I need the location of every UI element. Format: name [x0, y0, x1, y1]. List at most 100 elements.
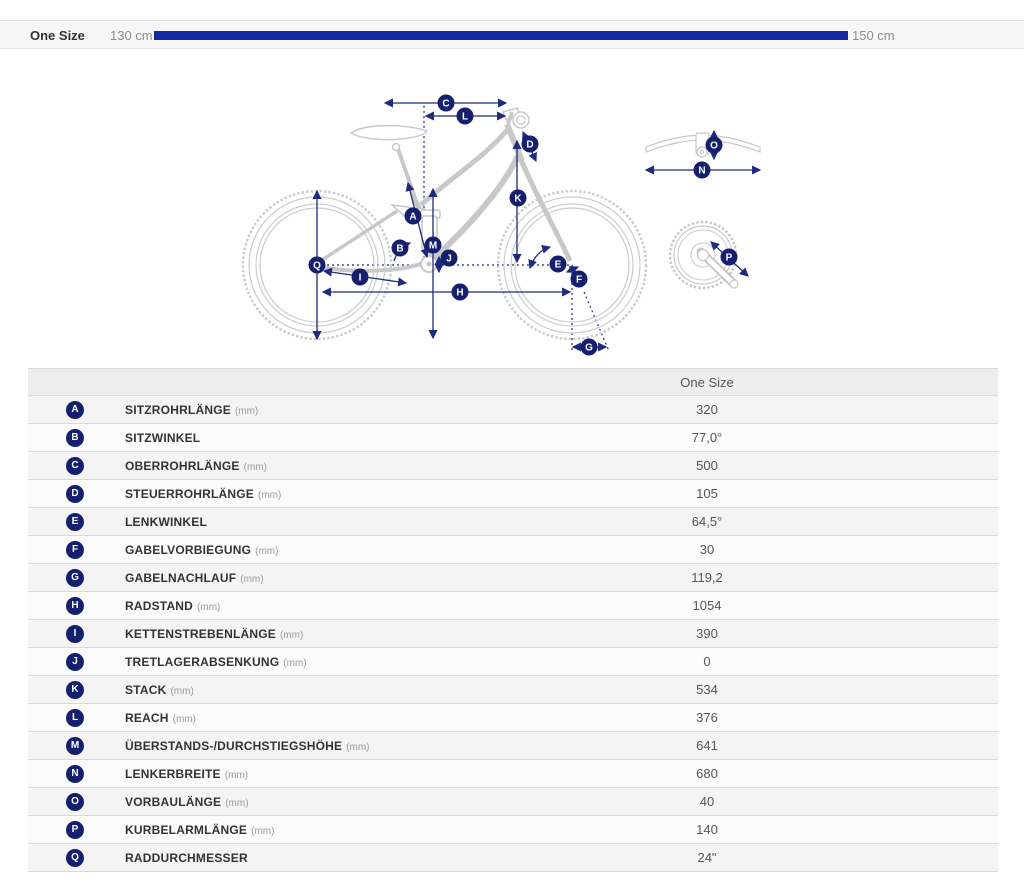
row-value: 140 [696, 822, 718, 837]
table-row: I KETTENSTREBENLÄNGE (mm) 390 [28, 620, 998, 648]
row-letter-badge: Q [66, 849, 84, 867]
marker-K-letter: K [514, 194, 522, 205]
table-row: L REACH (mm) 376 [28, 704, 998, 732]
table-row: C OBERROHRLÄNGE (mm) 500 [28, 452, 998, 480]
row-value: 641 [696, 738, 718, 753]
marker-L: L [456, 107, 474, 125]
marker-I: I [351, 268, 369, 286]
seat-stay [318, 209, 398, 264]
row-label-text: LENKERBREITE [125, 767, 221, 781]
row-label: STACK (mm) [125, 676, 194, 706]
row-letter-badge: A [66, 401, 84, 419]
row-label: VORBAULÄNGE (mm) [125, 788, 249, 818]
marker-J-letter: J [446, 254, 452, 265]
saddle [349, 124, 429, 141]
marker-A: A [404, 207, 422, 225]
row-label-text: OBERROHRLÄNGE [125, 459, 240, 473]
row-label: OBERROHRLÄNGE (mm) [125, 452, 267, 482]
marker-O-letter: O [710, 141, 718, 152]
size-option-label[interactable]: One Size [30, 28, 85, 43]
table-header-row: One Size [28, 369, 998, 396]
row-letter-badge: G [66, 569, 84, 587]
table-row: D STEUERROHRLÄNGE (mm) 105 [28, 480, 998, 508]
marker-D: D [521, 135, 539, 153]
row-value: 105 [696, 486, 718, 501]
table-row: B SITZWINKEL 77,0° [28, 424, 998, 452]
marker-E-letter: E [555, 260, 562, 271]
row-letter-badge: M [66, 737, 84, 755]
row-letter-badge: O [66, 793, 84, 811]
row-letter-badge: J [66, 653, 84, 671]
marker-G-letter: G [585, 343, 593, 354]
row-value: 390 [696, 626, 718, 641]
row-value: 24" [697, 850, 717, 865]
front-wheel [496, 189, 648, 341]
row-letter-badge: E [66, 513, 84, 531]
row-label-text: LENKWINKEL [125, 515, 207, 529]
marker-I-letter: I [359, 273, 362, 284]
row-label-text: REACH [125, 711, 169, 725]
marker-C: C [437, 94, 455, 112]
bike-frame [318, 107, 573, 273]
row-unit: (mm) [255, 546, 279, 557]
crank-spindle [696, 248, 710, 262]
marker-J: J [440, 249, 458, 267]
row-letter-badge: H [66, 597, 84, 615]
marker-P: P [720, 248, 738, 266]
rider-height-range-bar [154, 31, 848, 40]
row-value: 680 [696, 766, 718, 781]
dim-head-angle-E [528, 244, 552, 270]
row-label-text: ÜBERSTANDS-/DURCHSTIEGSHÖHE [125, 739, 343, 753]
row-unit: (mm) [172, 714, 196, 725]
row-unit: (mm) [197, 602, 221, 613]
row-value: 64,5° [691, 514, 723, 529]
table-row: M ÜBERSTANDS-/DURCHSTIEGSHÖHE (mm) 641 [28, 732, 998, 760]
row-unit: (mm) [258, 490, 282, 501]
row-value: 1054 [692, 598, 722, 613]
table-row: G GABELNACHLAUF (mm) 119,2 [28, 564, 998, 592]
row-letter-badge: D [66, 485, 84, 503]
table-row: A SITZROHRLÄNGE (mm) 320 [28, 396, 998, 424]
row-letter-badge: N [66, 765, 84, 783]
steerer-spacers [506, 111, 514, 125]
row-unit: (mm) [251, 826, 275, 837]
head-tube [504, 122, 525, 163]
handlebar-component [645, 132, 761, 158]
row-unit: (mm) [225, 798, 249, 809]
table-body: A SITZROHRLÄNGE (mm) 320 B SITZWINKEL 77,… [28, 396, 998, 872]
row-value: 376 [696, 710, 718, 725]
diagram-marker-badges: C L D K A B M J Q I H E F G N O P [308, 94, 738, 356]
bottom-bracket-axle [426, 261, 432, 267]
row-label-text: SITZWINKEL [125, 431, 201, 445]
row-unit: (mm) [243, 462, 267, 473]
row-value: 40 [699, 794, 715, 809]
geometry-table: One Size A SITZROHRLÄNGE (mm) 320 B SITZW… [28, 368, 998, 872]
row-value: 320 [696, 402, 718, 417]
marker-M: M [424, 236, 442, 254]
row-label: SITZROHRLÄNGE (mm) [125, 396, 258, 426]
handlebar [645, 134, 761, 153]
row-label: GABELVORBIEGUNG (mm) [125, 536, 278, 566]
row-letter-badge: F [66, 541, 84, 559]
stem-bolt [700, 150, 704, 154]
row-label-text: KURBELARMLÄNGE [125, 823, 248, 837]
rider-height-max: 150 cm [852, 28, 895, 43]
row-label-text: TRETLAGERABSENKUNG [125, 655, 280, 669]
table-row: N LENKERBREITE (mm) 680 [28, 760, 998, 788]
row-value: 119,2 [691, 570, 723, 585]
marker-F: F [570, 270, 588, 288]
row-label: STEUERROHRLÄNGE (mm) [125, 480, 281, 510]
saddle-clamp [391, 142, 401, 152]
row-label-text: KETTENSTREBENLÄNGE [125, 627, 276, 641]
row-unit: (mm) [283, 658, 307, 669]
marker-F-letter: F [576, 275, 582, 286]
row-value: 0 [703, 654, 711, 669]
row-unit: (mm) [279, 630, 304, 641]
table-row: H RADSTAND (mm) 1054 [28, 592, 998, 620]
row-label-text: VORBAULÄNGE [125, 795, 222, 809]
row-unit: (mm) [224, 770, 249, 781]
marker-B-letter: B [396, 244, 403, 255]
row-label: LENKWINKEL [125, 508, 211, 538]
row-unit: (mm) [346, 742, 370, 753]
